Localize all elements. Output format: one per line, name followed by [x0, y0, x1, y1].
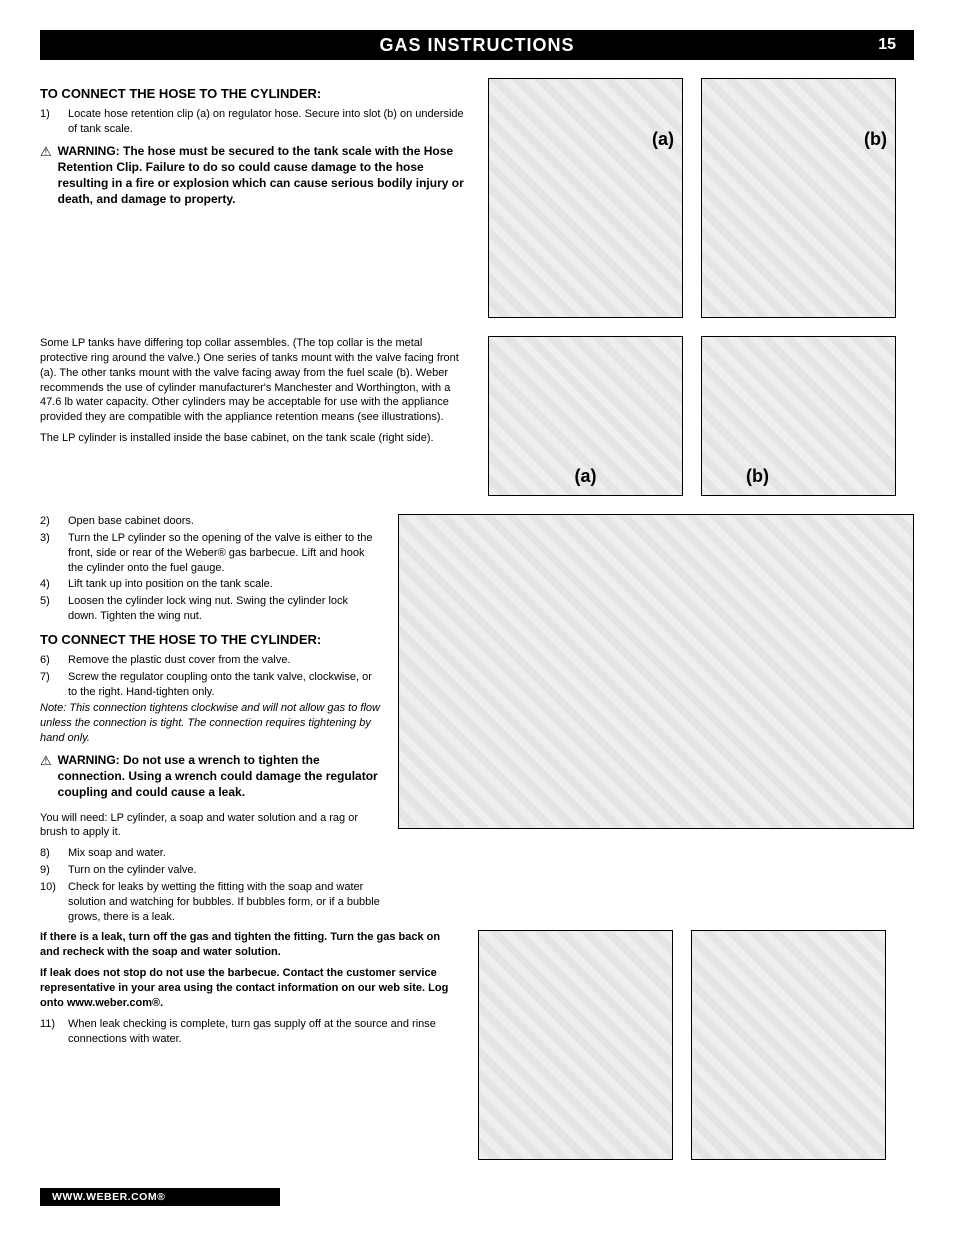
footer-bar: WWW.WEBER.COM®	[40, 1188, 280, 1206]
diagram-placeholder	[399, 515, 913, 828]
figure-2b: (b)	[701, 336, 896, 496]
figure-1a: (a)	[488, 78, 683, 318]
step-num: 1)	[40, 107, 68, 137]
step-10: 10)Check for leaks by wetting the fittin…	[40, 880, 380, 925]
warning-text: WARNING: The hose must be secured to the…	[58, 143, 470, 208]
warning-text: WARNING: Do not use a wrench to tighten …	[58, 752, 380, 801]
paragraph-lp-tanks: Some LP tanks have differing top collar …	[40, 336, 470, 425]
figure-label-b: (b)	[746, 466, 769, 487]
warning-icon: ⚠	[40, 143, 52, 208]
step-5: 5)Loosen the cylinder lock wing nut. Swi…	[40, 594, 380, 624]
figure-1b: (b)	[701, 78, 896, 318]
figure-label-b: (b)	[864, 129, 887, 150]
step-2: 2)Open base cabinet doors.	[40, 514, 380, 529]
header-bar: GAS INSTRUCTIONS 15	[40, 30, 914, 60]
note-text: Note: This connection tightens clockwise…	[40, 701, 380, 746]
diagram-placeholder	[702, 79, 895, 317]
figure-label-a: (a)	[575, 466, 597, 487]
step-3: 3)Turn the LP cylinder so the opening of…	[40, 531, 380, 576]
footer-url: WWW.WEBER.COM®	[52, 1191, 165, 1203]
warning-1: ⚠ WARNING: The hose must be secured to t…	[40, 143, 470, 208]
step-text: Locate hose retention clip (a) on regula…	[68, 107, 470, 137]
step-7: 7)Screw the regulator coupling onto the …	[40, 670, 380, 700]
step-8: 8)Mix soap and water.	[40, 846, 380, 861]
warning-2: ⚠ WARNING: Do not use a wrench to tighte…	[40, 752, 380, 801]
diagram-placeholder	[702, 337, 895, 495]
leak-instruction-1: If there is a leak, turn off the gas and…	[40, 930, 460, 960]
step-1: 1) Locate hose retention clip (a) on reg…	[40, 107, 470, 137]
step-9: 9)Turn on the cylinder valve.	[40, 863, 380, 878]
diagram-placeholder	[479, 931, 672, 1159]
diagram-placeholder	[692, 931, 885, 1159]
warning-icon: ⚠	[40, 752, 52, 801]
figure-4a	[478, 930, 673, 1160]
step-6: 6)Remove the plastic dust cover from the…	[40, 653, 380, 668]
step-4: 4)Lift tank up into position on the tank…	[40, 577, 380, 592]
page-title: GAS INSTRUCTIONS	[379, 35, 574, 56]
page-number: 15	[878, 36, 896, 54]
figure-4b	[691, 930, 886, 1160]
figure-3	[398, 514, 914, 829]
section-heading-2: TO CONNECT THE HOSE TO THE CYLINDER:	[40, 632, 380, 647]
section-heading-1: TO CONNECT THE HOSE TO THE CYLINDER:	[40, 86, 470, 101]
figure-label-a: (a)	[652, 129, 674, 150]
step-11: 11)When leak checking is complete, turn …	[40, 1017, 460, 1047]
paragraph-install: The LP cylinder is installed inside the …	[40, 431, 470, 446]
paragraph-need: You will need: LP cylinder, a soap and w…	[40, 811, 380, 841]
figure-2a: (a)	[488, 336, 683, 496]
leak-instruction-2: If leak does not stop do not use the bar…	[40, 966, 460, 1011]
diagram-placeholder	[489, 79, 682, 317]
